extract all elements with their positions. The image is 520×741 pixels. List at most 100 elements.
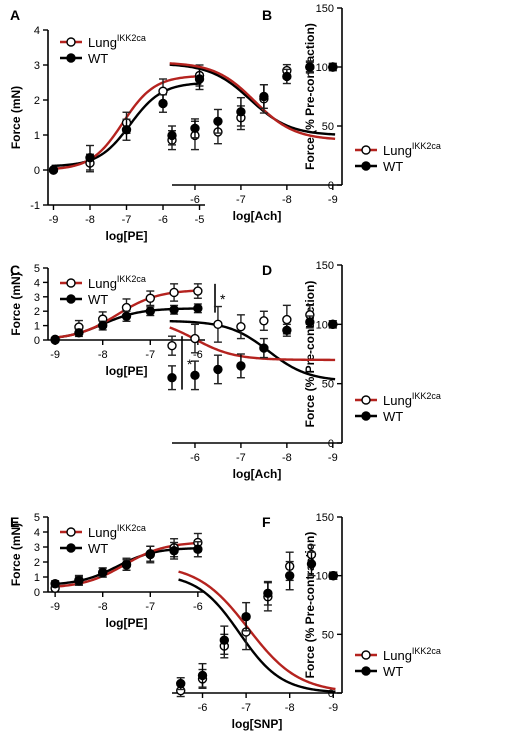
data-point-wt-e (145, 549, 155, 559)
legend-label-base: Lung (383, 393, 412, 408)
legend-marker-wt-d (361, 411, 371, 421)
data-point-wt-d (167, 373, 177, 383)
y-tick-label-e: 0 (34, 587, 40, 599)
y-tick-label-e: 3 (34, 542, 40, 554)
data-point-wt-e (193, 544, 203, 554)
x-tick-label-a: -9 (49, 214, 59, 226)
x-tick-label-d: -7 (236, 452, 246, 464)
x-axis-label-f: log[SNP] (232, 717, 283, 731)
legend-label-base: WT (88, 541, 108, 556)
data-point-lung-c (193, 286, 203, 296)
data-point-lung-c (169, 287, 179, 298)
curve-lung-f (178, 570, 336, 691)
x-tick-label-f: -9 (328, 702, 338, 714)
significance-marker-c: * (220, 291, 226, 307)
data-point-wt-d (213, 364, 223, 375)
x-tick-label-c: -9 (50, 349, 60, 361)
legend-marker-lung-a (66, 37, 76, 47)
y-tick-label-e: 5 (34, 512, 40, 524)
legend-marker-lung-b (361, 145, 371, 155)
data-point-lung-d (236, 322, 246, 332)
y-tick-label-a: 3 (34, 60, 40, 72)
y-axis-label-c: Force (mN) (9, 272, 23, 335)
curve-lung-b (169, 62, 336, 140)
x-tick-label-f: -8 (285, 702, 295, 714)
x-tick-label-c: -8 (98, 349, 108, 361)
data-point-lung-d (167, 340, 177, 351)
data-point-lung-d (190, 333, 200, 344)
legend-marker-lung-f (361, 650, 371, 660)
data-point-wt-b (167, 130, 177, 141)
data-point-wt-f (241, 612, 251, 622)
legend-label-superscript: IKK2ca (117, 523, 146, 533)
legend-label-superscript: IKK2ca (412, 646, 441, 656)
data-point-wt-d (305, 317, 315, 327)
y-tick-label-f: 0 (328, 688, 334, 700)
panel-letter-c: C (10, 262, 20, 278)
data-point-wt-e (74, 576, 84, 586)
legend-marker-wt-f (361, 666, 371, 676)
y-tick-label-c: 5 (34, 263, 40, 275)
data-point-wt-a (158, 98, 168, 109)
legend-marker-wt-e (66, 543, 76, 553)
legend-label-wt-f: WT (383, 664, 403, 679)
legend-label-lung-e: LungIKK2ca (88, 523, 146, 540)
legend-label-lung-f: LungIKK2ca (383, 646, 441, 663)
data-point-lung-d (259, 316, 269, 326)
data-point-wt-c (74, 328, 84, 338)
x-tick-label-a: -5 (195, 214, 205, 226)
legend-label-wt-b: WT (383, 159, 403, 174)
data-point-wt-f (219, 635, 230, 645)
data-point-wt-e (121, 560, 132, 570)
data-point-wt-b (282, 71, 292, 82)
x-tick-label-c: -6 (193, 349, 203, 361)
x-tick-label-f: -6 (198, 702, 208, 714)
legend-label-lung-b: LungIKK2ca (383, 141, 441, 158)
panel-letter-e: E (10, 514, 19, 530)
x-axis-label-a: log[PE] (106, 229, 148, 243)
x-axis-label-e: log[PE] (106, 616, 148, 630)
x-tick-label-a: -7 (122, 214, 132, 226)
y-tick-label-a: 1 (34, 130, 40, 142)
curve-wt-b (169, 63, 336, 136)
legend-label-lung-d: LungIKK2ca (383, 391, 441, 408)
legend-marker-wt-c (66, 294, 76, 304)
y-tick-label-c: 1 (34, 321, 40, 333)
x-tick-label-b: -6 (190, 194, 200, 206)
y-tick-label-b: 0 (328, 180, 334, 192)
y-tick-label-a: -1 (30, 200, 40, 212)
data-point-wt-b (190, 123, 200, 134)
legend-marker-wt-a (66, 53, 76, 63)
y-tick-label-d: 50 (322, 379, 334, 391)
legend-label-wt-c: WT (88, 292, 108, 307)
y-axis-label-b: Force (% Pre-contraction) (303, 23, 317, 170)
y-tick-label-b: 150 (316, 3, 334, 15)
data-point-wt-a (194, 74, 205, 84)
legend-marker-lung-c (66, 278, 76, 288)
data-point-wt-b (236, 107, 246, 117)
curve-wt-f (178, 578, 336, 693)
x-tick-label-e: -9 (50, 601, 60, 613)
data-point-wt-d (328, 319, 338, 330)
y-axis-label-a: Force (mN) (9, 86, 23, 149)
data-point-wt-f (328, 570, 338, 581)
panel-letter-a: A (10, 7, 20, 23)
y-tick-label-e: 4 (34, 527, 40, 539)
x-tick-label-c: -7 (145, 349, 155, 361)
data-point-wt-c (50, 335, 60, 345)
data-point-wt-b (259, 91, 269, 102)
x-tick-label-b: -9 (328, 194, 338, 206)
y-tick-label-f: 150 (316, 512, 334, 524)
data-point-lung-d (282, 314, 292, 325)
legend-label-wt-e: WT (88, 541, 108, 556)
legend-label-base: Lung (88, 276, 117, 291)
data-point-wt-c (98, 320, 108, 331)
data-point-lung-d (213, 319, 223, 330)
x-axis-label-b: log[Ach] (233, 209, 282, 223)
x-tick-label-e: -8 (98, 601, 108, 613)
x-tick-label-b: -7 (236, 194, 246, 206)
data-point-wt-b (213, 116, 223, 126)
x-tick-label-a: -8 (85, 214, 95, 226)
y-tick-label-a: 4 (34, 25, 40, 37)
